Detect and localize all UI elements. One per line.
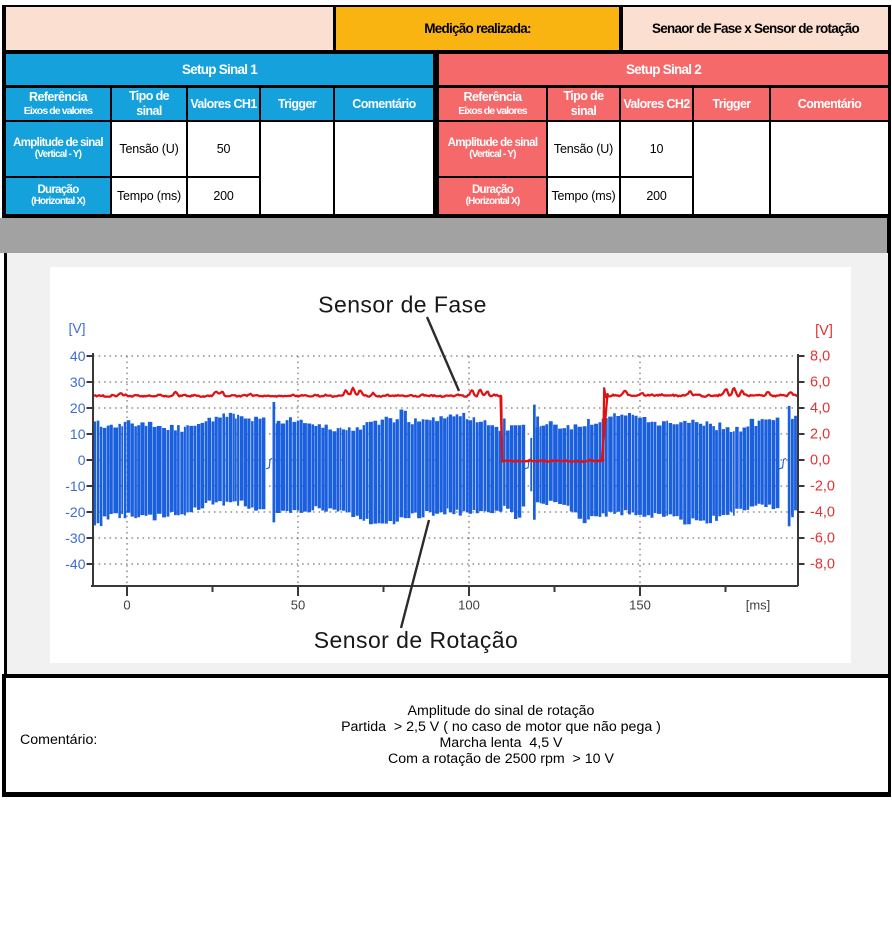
svg-text:-20: -20 (65, 504, 85, 520)
svg-text:150: 150 (629, 598, 651, 613)
svg-text:0,0: 0,0 (810, 453, 830, 469)
svg-text:0: 0 (78, 452, 86, 468)
svg-text:0: 0 (123, 598, 130, 613)
svg-text:30: 30 (70, 374, 86, 390)
svg-text:8,0: 8,0 (810, 349, 830, 365)
svg-text:[V]: [V] (815, 323, 833, 339)
svg-text:10: 10 (70, 426, 86, 442)
svg-text:-2,0: -2,0 (810, 479, 835, 495)
svg-text:100: 100 (458, 598, 480, 613)
svg-text:[V]: [V] (68, 320, 85, 336)
svg-text:Sensor de Rotação: Sensor de Rotação (314, 627, 519, 653)
svg-text:2,0: 2,0 (810, 427, 830, 443)
svg-text:-40: -40 (65, 556, 85, 572)
svg-text:-10: -10 (65, 478, 85, 494)
svg-text:[ms]: [ms] (746, 598, 771, 613)
svg-text:-4,0: -4,0 (810, 505, 835, 521)
svg-text:6,0: 6,0 (810, 375, 830, 391)
svg-text:20: 20 (70, 400, 86, 416)
svg-text:4,0: 4,0 (810, 401, 830, 417)
svg-text:-8,0: -8,0 (810, 557, 835, 573)
svg-text:50: 50 (291, 598, 305, 613)
svg-text:40: 40 (70, 348, 86, 364)
svg-text:-30: -30 (65, 530, 85, 546)
svg-text:-6,0: -6,0 (810, 531, 835, 547)
svg-text:Sensor de Fase: Sensor de Fase (318, 292, 487, 318)
